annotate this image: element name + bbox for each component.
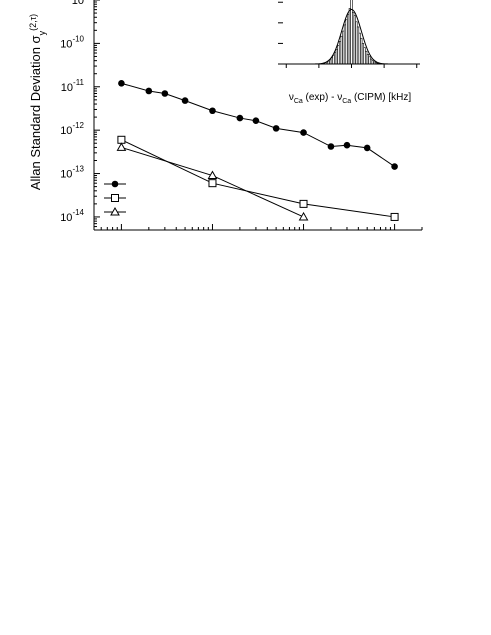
y-axis-label-main: Allan Standard Deviation σ <box>28 35 43 190</box>
data-point <box>300 129 307 136</box>
y-tick-label: 10 <box>72 0 84 7</box>
data-point <box>236 114 244 122</box>
y-tick-exponent: -14 <box>72 208 84 217</box>
series-line <box>121 139 395 218</box>
data-point <box>117 135 126 144</box>
data-point <box>209 107 216 115</box>
inset-x-axis-label-part: Ca <box>294 98 303 105</box>
y-tick-base: 10 <box>60 169 72 181</box>
y-tick-label: 10-14 <box>60 208 84 224</box>
data-point <box>343 141 351 149</box>
data-point <box>161 90 169 97</box>
y-tick-base: 10 <box>61 82 73 94</box>
data-point <box>145 87 153 95</box>
legend-marker <box>110 206 120 216</box>
inset-x-axis-label-part: Ca <box>342 98 351 105</box>
legend-marker <box>111 180 119 188</box>
y-tick-label: 10-12 <box>60 121 84 137</box>
data-point <box>181 97 189 104</box>
y-axis-label-superscript: (2,τ) <box>28 14 38 31</box>
legend-marker <box>111 194 119 202</box>
inset-x-axis-label: νCa (exp) - νCa (CIPM) [kHz] <box>289 92 412 105</box>
data-point <box>252 117 260 125</box>
data-point <box>390 212 399 221</box>
data-point <box>327 143 335 150</box>
data-point <box>207 170 218 180</box>
legend <box>104 180 126 216</box>
data-point <box>116 142 127 151</box>
data-point <box>391 163 398 170</box>
data-point <box>363 144 371 152</box>
data-point <box>118 80 125 87</box>
inset-x-axis-label-part: ν <box>337 92 342 103</box>
series-1 <box>117 135 399 221</box>
inset-histogram-chart: νCa (exp) - νCa (CIPM) [kHz] <box>278 0 429 105</box>
y-tick-base: 10 <box>60 38 72 50</box>
y-tick-base: 10 <box>60 125 72 137</box>
series-0 <box>118 80 398 170</box>
y-tick-base: 10 <box>72 0 84 7</box>
inset-x-axis-label-part: ν <box>289 92 294 103</box>
data-point <box>272 125 280 132</box>
series-2 <box>116 142 309 221</box>
y-axis-label-subscript: y <box>37 30 47 35</box>
y-tick-exponent: -12 <box>72 121 84 130</box>
inset-x-axis-label-part: (exp) - <box>303 92 337 103</box>
data-point <box>208 179 217 188</box>
y-axis-label: Allan Standard Deviation σy(2,τ) <box>28 14 47 190</box>
y-tick-label: 10-11 <box>61 78 85 94</box>
data-point <box>298 211 309 221</box>
y-tick-label: 10-10 <box>60 34 84 50</box>
y-tick-label: 10-13 <box>60 165 84 181</box>
y-tick-exponent: -13 <box>72 165 84 174</box>
y-tick-exponent: -11 <box>73 78 85 87</box>
y-tick-exponent: -10 <box>72 34 84 43</box>
y-tick-base: 10 <box>60 212 72 224</box>
data-point <box>299 199 308 208</box>
inset-x-axis-label-part: (CIPM) [kHz] <box>351 92 411 103</box>
